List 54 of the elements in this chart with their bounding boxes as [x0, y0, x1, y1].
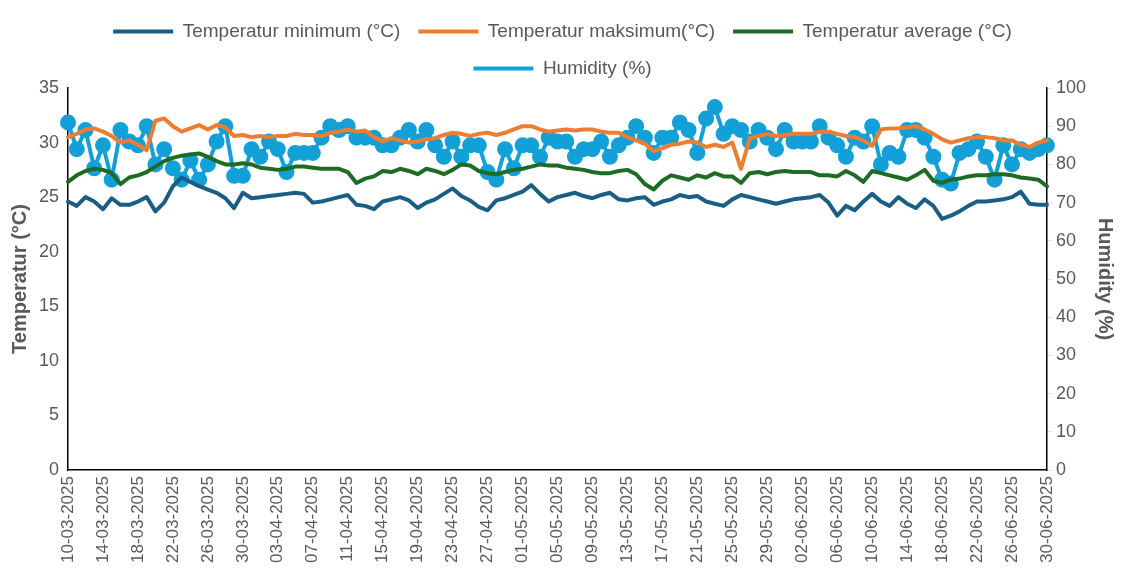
x-tick-label: 17-05-2025	[652, 476, 672, 564]
legend-label: Temperatur average (°C)	[802, 19, 1012, 41]
x-tick-label: 26-03-2025	[197, 476, 217, 564]
x-tick-label: 03-04-2025	[267, 476, 287, 564]
x-tick-label: 26-06-2025	[1001, 476, 1021, 564]
y2-tick-label: 20	[1055, 382, 1076, 403]
x-tick-label: 22-06-2025	[966, 476, 986, 564]
x-tick-label: 11-04-2025	[337, 476, 357, 562]
x-tick-label: 25-05-2025	[721, 476, 741, 564]
x-tick-label: 14-03-2025	[92, 476, 112, 564]
y2-tick-label: 80	[1055, 153, 1076, 174]
x-tick-label: 21-05-2025	[687, 476, 707, 564]
x-tick-label: 18-06-2025	[931, 476, 951, 564]
x-tick-label: 02-06-2025	[791, 476, 811, 564]
x-tick-label: 27-04-2025	[477, 476, 497, 564]
legend-label: Temperatur minimum (°C)	[182, 19, 401, 41]
y2-tick-label: 100	[1055, 76, 1087, 97]
x-tick-label: 06-06-2025	[826, 476, 846, 564]
y-tick-label: 10	[38, 349, 60, 370]
x-tick-label: 13-05-2025	[617, 476, 637, 564]
legend-label: Humidity (%)	[542, 56, 652, 78]
y2-tick-label: 60	[1055, 229, 1076, 250]
x-tick-label: 30-03-2025	[232, 476, 252, 564]
y2-axis-title: Humidity (%)	[1095, 217, 1118, 341]
x-tick-label: 09-05-2025	[582, 476, 602, 564]
y2-tick-label: 10	[1055, 420, 1076, 441]
legend-label: Temperatur maksimum(°C)	[487, 19, 716, 41]
y-axis-title: Temperatur (°C)	[7, 204, 30, 354]
x-tick-label: 23-04-2025	[442, 476, 462, 564]
y2-tick-label: 50	[1055, 267, 1076, 288]
y-tick-label: 5	[49, 404, 60, 425]
y2-tick-label: 70	[1055, 191, 1076, 212]
x-tick-label: 05-05-2025	[547, 476, 567, 564]
x-tick-label: 29-05-2025	[756, 476, 776, 564]
y2-tick-label: 0	[1055, 459, 1066, 480]
x-tick-label: 19-04-2025	[407, 476, 427, 564]
x-tick-label: 10-03-2025	[57, 476, 77, 564]
x-tick-label: 18-03-2025	[127, 476, 147, 564]
y-tick-label: 0	[49, 459, 60, 480]
x-tick-label: 15-04-2025	[372, 476, 392, 564]
x-tick-label: 22-03-2025	[162, 476, 182, 564]
y-tick-label: 35	[38, 76, 60, 97]
y-tick-label: 25	[38, 186, 60, 207]
x-tick-label: 30-06-2025	[1036, 476, 1056, 564]
x-tick-label: 01-05-2025	[512, 476, 532, 564]
y-tick-label: 30	[38, 131, 60, 152]
x-tick-label: 14-06-2025	[896, 476, 916, 564]
x-tick-label: 07-04-2025	[302, 476, 322, 564]
y2-tick-label: 30	[1055, 344, 1076, 365]
y-tick-label: 20	[38, 240, 60, 261]
x-tick-label: 10-06-2025	[861, 476, 881, 564]
y2-tick-label: 40	[1055, 306, 1076, 327]
y-tick-label: 15	[38, 295, 60, 316]
y2-tick-label: 90	[1055, 115, 1076, 136]
